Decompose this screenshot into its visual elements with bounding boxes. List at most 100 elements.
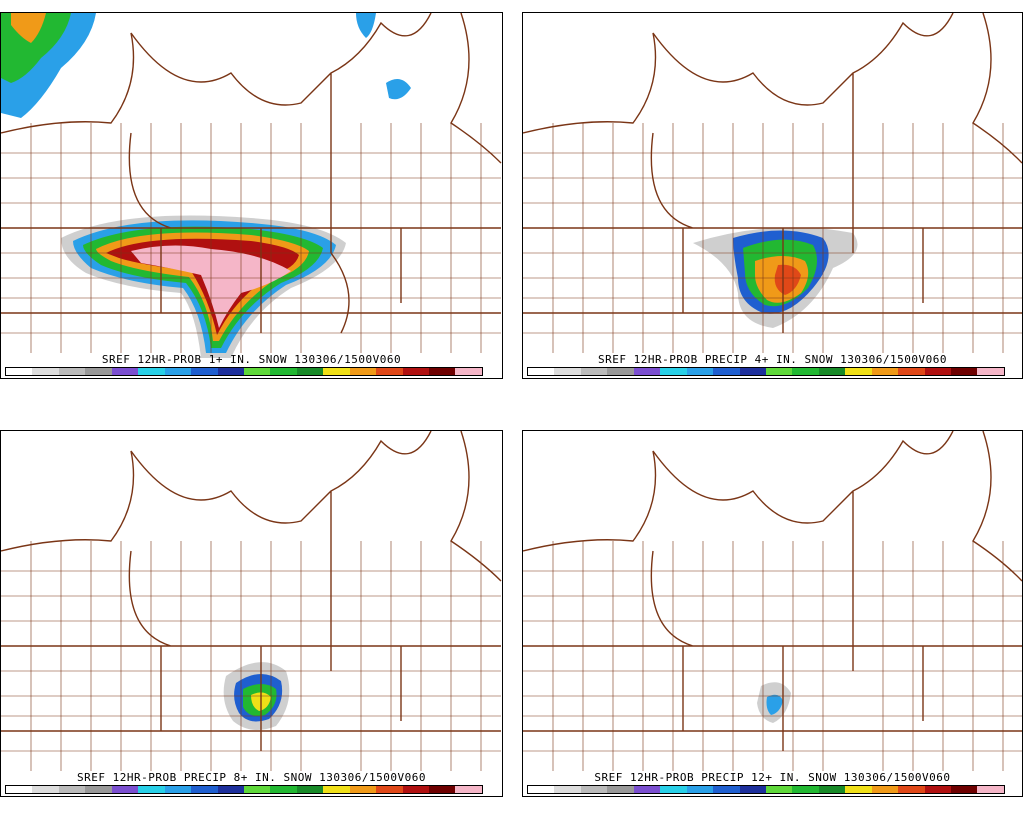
legend-swatch — [845, 786, 872, 793]
legend-label: 95 — [963, 377, 989, 378]
legend-swatch — [554, 368, 581, 375]
legend-swatch — [164, 786, 192, 793]
legend-swatch — [32, 786, 59, 793]
legend-swatch — [818, 368, 846, 375]
legend-swatch — [455, 368, 482, 375]
legend-swatch — [686, 368, 714, 375]
legend-swatch — [951, 368, 978, 375]
legend-label: 10 — [567, 377, 593, 378]
legend-swatch — [686, 786, 714, 793]
legend-label: 95 — [441, 377, 467, 378]
legend-label: 30 — [672, 377, 698, 378]
legend-label: 70 — [857, 377, 883, 378]
legend-swatch — [898, 786, 925, 793]
legend-swatch — [818, 786, 846, 793]
legend-swatch — [528, 786, 555, 793]
legend-swatch — [349, 786, 377, 793]
legend-swatch — [607, 786, 634, 793]
legend-swatch — [713, 786, 740, 793]
legend-swatch — [296, 786, 324, 793]
legend-swatch — [633, 786, 661, 793]
legend-swatch — [429, 786, 456, 793]
panel-title: SREF 12HR-PROB PRECIP 4+ IN. SNOW 130306… — [597, 353, 947, 366]
legend-label: 10 — [45, 795, 71, 796]
legend-swatch — [270, 368, 297, 375]
legend-swatch — [951, 786, 978, 793]
legend-swatch — [660, 786, 687, 793]
legend-swatch — [111, 786, 139, 793]
legend-swatch — [765, 786, 793, 793]
legend-label: 55 — [256, 795, 282, 796]
legend-swatch — [6, 368, 33, 375]
legend-label: 5 — [540, 377, 566, 378]
legend-label: 90 — [937, 377, 963, 378]
panel-title: SREF 12HR-PROB PRECIP 8+ IN. SNOW 130306… — [76, 771, 426, 784]
legend-swatch — [455, 786, 482, 793]
legend-label: 85 — [388, 795, 414, 796]
county-boundaries — [1, 431, 502, 771]
legend-swatch — [924, 368, 951, 375]
map-panel-4in-snow: SREF 12HR-PROB PRECIP 4+ IN. SNOW 130306… — [522, 12, 1023, 379]
legend-label: 45 — [725, 795, 751, 796]
county-boundaries — [1, 13, 502, 353]
legend-label: 55 — [778, 795, 804, 796]
legend-labels: 510152025303545505560657075859095 — [527, 795, 1003, 796]
legend-swatch — [792, 368, 819, 375]
legend-label: 35 — [177, 377, 203, 378]
legend-label: 95 — [441, 795, 467, 796]
legend-swatch — [58, 786, 86, 793]
legend-label: 55 — [256, 377, 282, 378]
legend-label: 75 — [362, 377, 388, 378]
color-legend — [5, 785, 483, 794]
legend-label: 20 — [620, 795, 646, 796]
legend-swatch — [792, 786, 819, 793]
map-panel-12in-snow: SREF 12HR-PROB PRECIP 12+ IN. SNOW 13030… — [522, 430, 1023, 797]
legend-swatch — [270, 786, 297, 793]
legend-swatch — [554, 786, 581, 793]
legend-swatch — [871, 786, 899, 793]
panel-title: SREF 12HR-PROB PRECIP 12+ IN. SNOW 13030… — [594, 771, 951, 784]
legend-labels: 510152025303545505560657075859095 — [5, 795, 481, 796]
legend-label: 65 — [831, 377, 857, 378]
legend-swatch — [164, 368, 192, 375]
legend-swatch — [660, 368, 687, 375]
legend-label: 25 — [646, 795, 672, 796]
legend-label: 20 — [98, 795, 124, 796]
legend-swatch — [924, 786, 951, 793]
legend-swatch — [739, 368, 766, 375]
legend-swatch — [580, 786, 608, 793]
probability-map — [693, 227, 858, 328]
panel-title: SREF 12HR-PROB 1+ IN. SNOW 130306/1500V0… — [101, 353, 402, 366]
legend-label: 10 — [45, 377, 71, 378]
legend-swatch — [713, 368, 740, 375]
legend-label: 65 — [309, 377, 335, 378]
legend-swatch — [191, 786, 218, 793]
legend-swatch — [977, 786, 1004, 793]
legend-label: 35 — [699, 377, 725, 378]
legend-label: 5 — [18, 795, 44, 796]
county-boundaries — [523, 13, 1022, 353]
legend-label: 70 — [335, 377, 361, 378]
legend-swatch — [349, 368, 377, 375]
legend-swatch — [845, 368, 872, 375]
legend-label: 85 — [910, 795, 936, 796]
legend-label: 50 — [230, 795, 256, 796]
legend-swatch — [191, 368, 218, 375]
legend-label: 75 — [884, 377, 910, 378]
legend-swatch — [296, 368, 324, 375]
legend-swatch — [429, 368, 456, 375]
legend-label: 90 — [937, 795, 963, 796]
legend-label: 75 — [884, 795, 910, 796]
legend-label: 95 — [963, 795, 989, 796]
legend-label: 70 — [335, 795, 361, 796]
legend-label: 45 — [725, 377, 751, 378]
legend-label: 35 — [699, 795, 725, 796]
legend-swatch — [871, 368, 899, 375]
legend-label: 85 — [910, 377, 936, 378]
legend-swatch — [376, 786, 403, 793]
legend-label: 25 — [124, 795, 150, 796]
legend-swatch — [580, 368, 608, 375]
legend-label: 60 — [283, 377, 309, 378]
legend-swatch — [85, 368, 112, 375]
legend-label: 15 — [71, 377, 97, 378]
